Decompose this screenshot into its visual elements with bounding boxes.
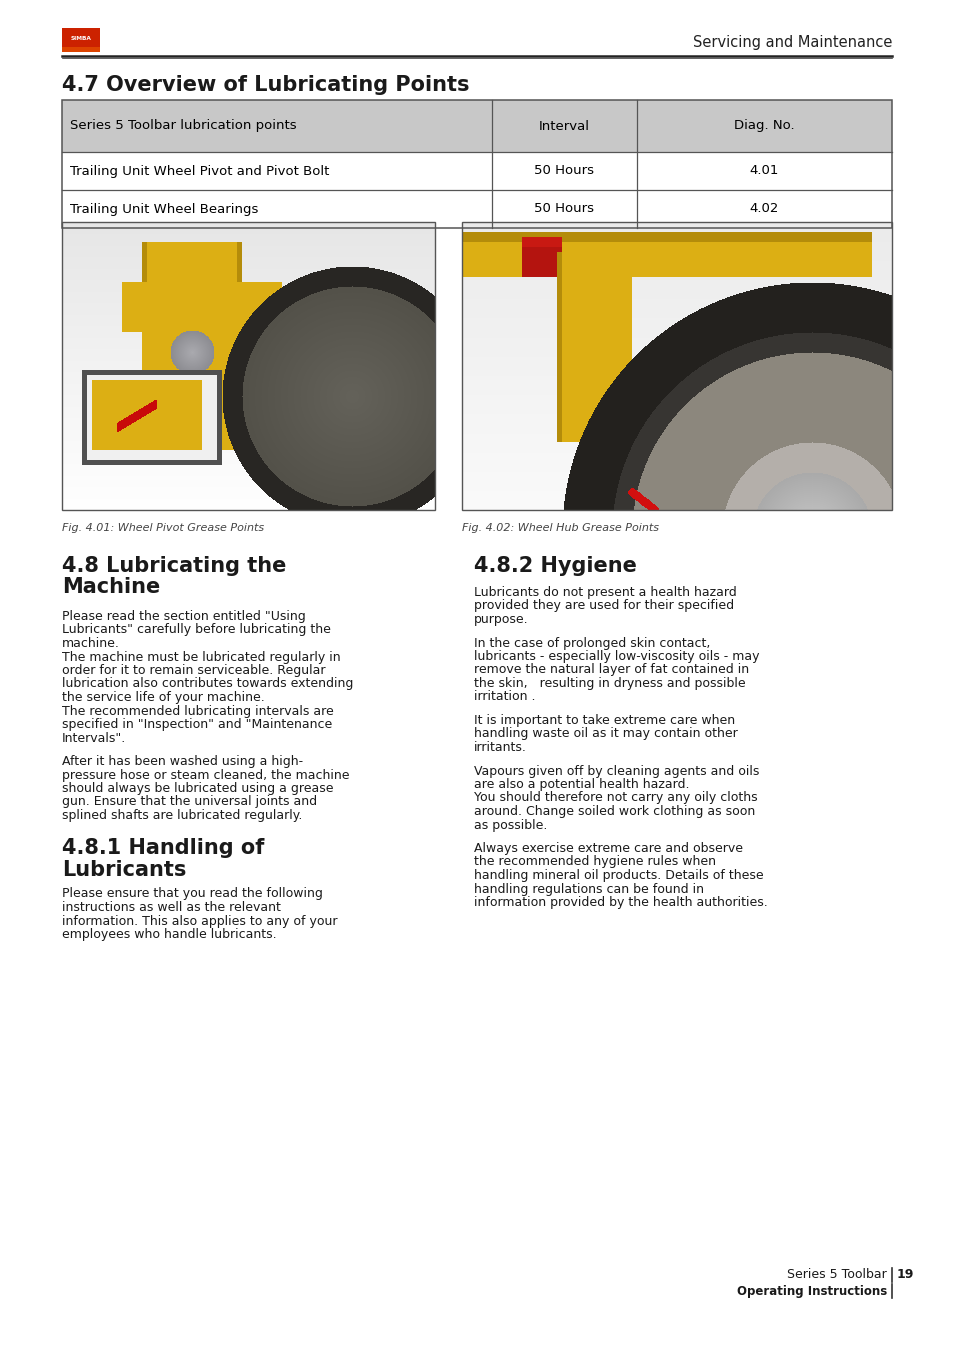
Text: It is important to take extreme care when: It is important to take extreme care whe… — [474, 713, 735, 727]
Text: 19: 19 — [896, 1269, 913, 1282]
Bar — [62, 28, 100, 49]
Text: should always be lubricated using a grease: should always be lubricated using a grea… — [62, 782, 334, 794]
Text: 4.01: 4.01 — [749, 165, 779, 177]
Text: are also a potential health hazard.: are also a potential health hazard. — [474, 778, 689, 790]
Text: Always exercise extreme care and observe: Always exercise extreme care and observe — [474, 842, 742, 855]
Text: as possible.: as possible. — [474, 819, 547, 831]
Text: Trailing Unit Wheel Pivot and Pivot Bolt: Trailing Unit Wheel Pivot and Pivot Bolt — [70, 165, 329, 177]
Bar — [62, 100, 891, 153]
Text: the service life of your machine.: the service life of your machine. — [62, 690, 265, 704]
Bar — [62, 222, 435, 509]
Text: information provided by the health authorities.: information provided by the health autho… — [474, 896, 767, 909]
Text: purpose.: purpose. — [474, 613, 528, 626]
Text: 50 Hours: 50 Hours — [534, 165, 594, 177]
Bar — [62, 47, 100, 51]
Text: handling regulations can be found in: handling regulations can be found in — [474, 882, 703, 896]
Text: The recommended lubricating intervals are: The recommended lubricating intervals ar… — [62, 704, 334, 717]
Text: After it has been washed using a high-: After it has been washed using a high- — [62, 755, 303, 767]
Text: In the case of prolonged skin contact,: In the case of prolonged skin contact, — [474, 636, 710, 650]
Text: Lubricants" carefully before lubricating the: Lubricants" carefully before lubricating… — [62, 624, 331, 636]
Text: Lubricants do not present a health hazard: Lubricants do not present a health hazar… — [474, 586, 736, 598]
Text: Operating Instructions: Operating Instructions — [736, 1285, 886, 1297]
Text: information. This also applies to any of your: information. This also applies to any of… — [62, 915, 337, 928]
Text: Diag. No.: Diag. No. — [734, 119, 794, 132]
Text: irritants.: irritants. — [474, 740, 526, 754]
Text: machine.: machine. — [62, 638, 120, 650]
Text: 4.8.1 Handling of: 4.8.1 Handling of — [62, 839, 264, 858]
Text: instructions as well as the relevant: instructions as well as the relevant — [62, 901, 280, 915]
Text: the recommended hygiene rules when: the recommended hygiene rules when — [474, 855, 716, 869]
Text: lubrication also contributes towards extending: lubrication also contributes towards ext… — [62, 677, 353, 690]
Text: Lubricants: Lubricants — [62, 859, 186, 880]
Text: Servicing and Maintenance: Servicing and Maintenance — [692, 35, 891, 50]
Text: Machine: Machine — [62, 577, 160, 597]
Text: gun. Ensure that the universal joints and: gun. Ensure that the universal joints an… — [62, 796, 316, 808]
Text: order for it to remain serviceable. Regular: order for it to remain serviceable. Regu… — [62, 663, 325, 677]
Bar — [461, 222, 891, 509]
Text: around. Change soiled work clothing as soon: around. Change soiled work clothing as s… — [474, 805, 755, 817]
Text: provided they are used for their specified: provided they are used for their specifi… — [474, 600, 734, 612]
Text: 4.8 Lubricating the: 4.8 Lubricating the — [62, 557, 286, 576]
Text: pressure hose or steam cleaned, the machine: pressure hose or steam cleaned, the mach… — [62, 769, 349, 781]
Text: lubricants - especially low-viscosity oils - may: lubricants - especially low-viscosity oi… — [474, 650, 759, 663]
Text: You should therefore not carry any oily cloths: You should therefore not carry any oily … — [474, 792, 757, 804]
Text: remove the natural layer of fat contained in: remove the natural layer of fat containe… — [474, 663, 748, 677]
Text: Intervals".: Intervals". — [62, 731, 126, 744]
Text: Vapours given off by cleaning agents and oils: Vapours given off by cleaning agents and… — [474, 765, 759, 777]
Bar — [62, 100, 891, 228]
Text: Please read the section entitled "Using: Please read the section entitled "Using — [62, 611, 305, 623]
Text: Please ensure that you read the following: Please ensure that you read the followin… — [62, 888, 322, 901]
Text: irritation .: irritation . — [474, 690, 535, 704]
Text: SIMBA: SIMBA — [71, 35, 91, 41]
Text: 4.8.2 Hygiene: 4.8.2 Hygiene — [474, 557, 637, 576]
Text: Interval: Interval — [538, 119, 589, 132]
Text: handling mineral oil products. Details of these: handling mineral oil products. Details o… — [474, 869, 762, 882]
Text: Fig. 4.01: Wheel Pivot Grease Points: Fig. 4.01: Wheel Pivot Grease Points — [62, 523, 264, 534]
Text: 4.02: 4.02 — [749, 203, 779, 216]
Text: employees who handle lubricants.: employees who handle lubricants. — [62, 928, 276, 942]
Text: handling waste oil as it may contain other: handling waste oil as it may contain oth… — [474, 727, 737, 740]
Text: Fig. 4.02: Wheel Hub Grease Points: Fig. 4.02: Wheel Hub Grease Points — [461, 523, 659, 534]
Text: Series 5 Toolbar: Series 5 Toolbar — [786, 1269, 886, 1282]
Text: 4.7 Overview of Lubricating Points: 4.7 Overview of Lubricating Points — [62, 76, 469, 95]
Text: splined shafts are lubricated regularly.: splined shafts are lubricated regularly. — [62, 809, 302, 821]
Text: specified in "Inspection" and "Maintenance: specified in "Inspection" and "Maintenan… — [62, 717, 332, 731]
Text: the skin,   resulting in dryness and possible: the skin, resulting in dryness and possi… — [474, 677, 745, 690]
Text: The machine must be lubricated regularly in: The machine must be lubricated regularly… — [62, 650, 340, 663]
Text: Series 5 Toolbar lubrication points: Series 5 Toolbar lubrication points — [70, 119, 296, 132]
Text: 50 Hours: 50 Hours — [534, 203, 594, 216]
Text: Trailing Unit Wheel Bearings: Trailing Unit Wheel Bearings — [70, 203, 258, 216]
